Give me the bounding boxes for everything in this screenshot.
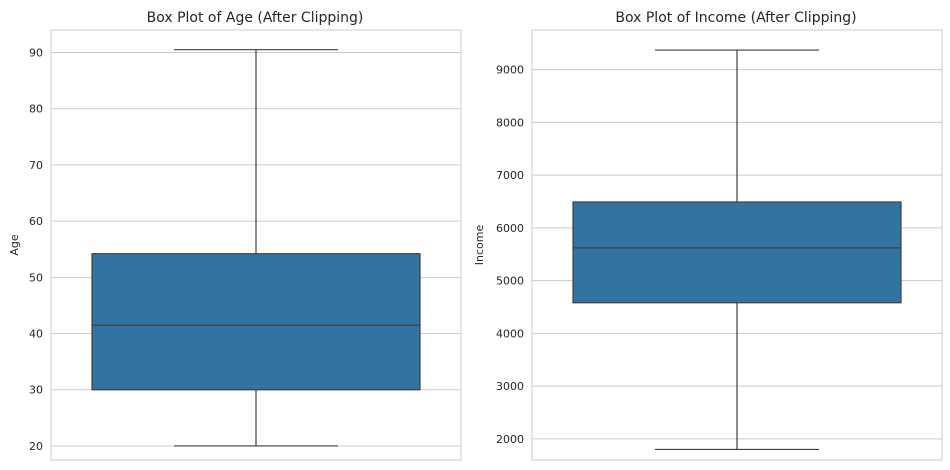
plot-frame: [50, 29, 462, 461]
y-axis-label: Age: [8, 234, 21, 256]
y-tick-label: 60: [29, 215, 43, 228]
y-tick-label: 6000: [496, 222, 524, 235]
y-tick-label: 4000: [496, 327, 524, 340]
y-tick-label: 3000: [496, 380, 524, 393]
y-tick-label: 90: [29, 46, 43, 59]
y-tick-label: 5000: [496, 275, 524, 288]
y-tick-label: 40: [29, 328, 43, 341]
y-tick-label: 50: [29, 271, 43, 284]
y-tick-label: 7000: [496, 169, 524, 182]
iqr-box: [91, 253, 421, 391]
y-tick-label: 2000: [496, 433, 524, 446]
y-tick-label: 20: [29, 440, 43, 453]
chart-title: Box Plot of Age (After Clipping): [147, 10, 364, 26]
chart-title: Box Plot of Income (After Clipping): [615, 10, 856, 26]
plot-frame: [531, 29, 943, 461]
y-axis-label: Income: [473, 225, 486, 266]
iqr-box: [572, 201, 902, 304]
y-tick-label: 30: [29, 384, 43, 397]
y-tick-label: 70: [29, 159, 43, 172]
y-tick-label: 8000: [496, 116, 524, 129]
y-tick-label: 80: [29, 103, 43, 116]
y-tick-label: 9000: [496, 64, 524, 77]
income-box-plot: Box Plot of Income (After Clipping) Inco…: [473, 10, 943, 461]
age-box-plot: Box Plot of Age (After Clipping) Age 20 3…: [8, 10, 462, 461]
